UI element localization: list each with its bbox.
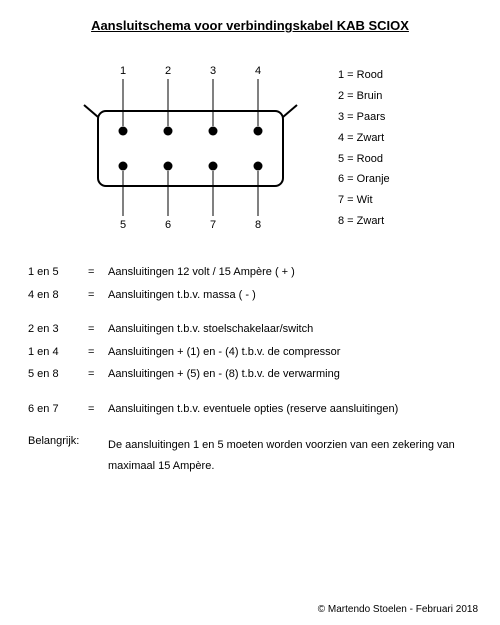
page-title: Aansluitschema voor verbindingskabel KAB… bbox=[28, 18, 472, 33]
equals-sign: = bbox=[88, 366, 108, 383]
desc-value: Aansluitingen t.b.v. stoelschakelaar/swi… bbox=[108, 321, 472, 338]
legend-item: 7 = Wit bbox=[338, 190, 472, 211]
svg-text:8: 8 bbox=[255, 219, 261, 231]
pin-descriptions: 1 en 5=Aansluitingen 12 volt / 15 Ampère… bbox=[28, 264, 472, 417]
connector-diagram: 1 2 3 4 5 6 7 8 bbox=[68, 61, 318, 234]
legend-item: 3 = Paars bbox=[338, 107, 472, 128]
legend-item: 1 = Rood bbox=[338, 65, 472, 86]
equals-sign: = bbox=[88, 287, 108, 304]
desc-key: 1 en 5 bbox=[28, 264, 88, 281]
desc-line: 2 en 3=Aansluitingen t.b.v. stoelschakel… bbox=[28, 321, 472, 338]
legend-item: 2 = Bruin bbox=[338, 86, 472, 107]
svg-text:6: 6 bbox=[165, 219, 171, 231]
svg-text:1: 1 bbox=[120, 65, 126, 77]
equals-sign: = bbox=[88, 264, 108, 281]
desc-line: 1 en 4=Aansluitingen + (1) en - (4) t.b.… bbox=[28, 344, 472, 361]
desc-key: 4 en 8 bbox=[28, 287, 88, 304]
desc-key: 2 en 3 bbox=[28, 321, 88, 338]
desc-value: Aansluitingen + (1) en - (4) t.b.v. de c… bbox=[108, 344, 472, 361]
desc-key: 5 en 8 bbox=[28, 366, 88, 383]
note-label: Belangrijk: bbox=[28, 435, 108, 477]
desc-key: 1 en 4 bbox=[28, 344, 88, 361]
desc-value: Aansluitingen 12 volt / 15 Ampère ( + ) bbox=[108, 264, 472, 281]
equals-sign: = bbox=[88, 344, 108, 361]
desc-group: 1 en 5=Aansluitingen 12 volt / 15 Ampère… bbox=[28, 264, 472, 303]
svg-text:5: 5 bbox=[120, 219, 126, 231]
color-legend: 1 = Rood2 = Bruin3 = Paars4 = Zwart5 = R… bbox=[318, 61, 472, 232]
legend-item: 5 = Rood bbox=[338, 149, 472, 170]
desc-group: 6 en 7=Aansluitingen t.b.v. eventuele op… bbox=[28, 401, 472, 418]
desc-value: Aansluitingen t.b.v. massa ( - ) bbox=[108, 287, 472, 304]
note-text: De aansluitingen 1 en 5 moeten worden vo… bbox=[108, 435, 472, 477]
desc-group: 2 en 3=Aansluitingen t.b.v. stoelschakel… bbox=[28, 321, 472, 383]
svg-text:2: 2 bbox=[165, 65, 171, 77]
equals-sign: = bbox=[88, 321, 108, 338]
desc-value: Aansluitingen t.b.v. eventuele opties (r… bbox=[108, 401, 472, 418]
desc-line: 4 en 8=Aansluitingen t.b.v. massa ( - ) bbox=[28, 287, 472, 304]
desc-line: 5 en 8=Aansluitingen + (5) en - (8) t.b.… bbox=[28, 366, 472, 383]
important-note: Belangrijk: De aansluitingen 1 en 5 moet… bbox=[28, 435, 472, 477]
desc-value: Aansluitingen + (5) en - (8) t.b.v. de v… bbox=[108, 366, 472, 383]
equals-sign: = bbox=[88, 401, 108, 418]
desc-line: 6 en 7=Aansluitingen t.b.v. eventuele op… bbox=[28, 401, 472, 418]
desc-key: 6 en 7 bbox=[28, 401, 88, 418]
svg-text:4: 4 bbox=[255, 65, 261, 77]
legend-item: 6 = Oranje bbox=[338, 169, 472, 190]
svg-text:3: 3 bbox=[210, 65, 216, 77]
copyright: © Martendo Stoelen - Februari 2018 bbox=[318, 604, 478, 615]
legend-item: 4 = Zwart bbox=[338, 128, 472, 149]
desc-line: 1 en 5=Aansluitingen 12 volt / 15 Ampère… bbox=[28, 264, 472, 281]
legend-item: 8 = Zwart bbox=[338, 211, 472, 232]
diagram-row: 1 2 3 4 5 6 7 8 1 = Rood2 = Bruin3 = Paars4 = Z… bbox=[28, 61, 472, 234]
svg-text:7: 7 bbox=[210, 219, 216, 231]
